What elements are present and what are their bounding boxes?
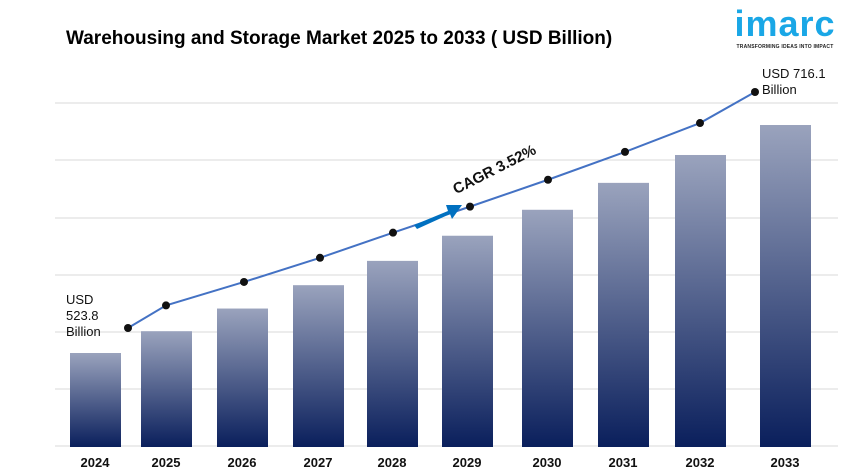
cagr-arrow-icon: [414, 205, 462, 229]
trend-point: [124, 324, 132, 332]
logo-tagline: TRANSFORMING IDEAS INTO IMPACT: [736, 44, 834, 50]
trend-point: [696, 119, 704, 128]
start-label-line: USD: [66, 292, 94, 307]
trend-point: [389, 228, 397, 237]
trend-point: [544, 175, 552, 184]
trend-point: [316, 253, 324, 262]
x-tick-label: 2033: [771, 455, 800, 470]
end-value-label: USD 716.1 Billion: [762, 66, 826, 98]
trend-point: [751, 88, 759, 96]
end-label-line: Billion: [762, 82, 797, 97]
x-tick-label: 2032: [686, 455, 715, 470]
start-label-line: Billion: [66, 324, 101, 339]
x-tick-label: 2026: [228, 455, 257, 470]
bar-2031: [598, 182, 649, 447]
start-label-line: 523.8: [66, 308, 99, 323]
bar-2030: [522, 209, 573, 447]
chart-title: Warehousing and Storage Market 2025 to 2…: [66, 28, 613, 49]
x-tick-label: 2029: [453, 455, 482, 470]
logo-word: imarc: [734, 3, 836, 44]
x-tick-label: 2024: [81, 455, 111, 470]
trend-point: [466, 202, 474, 211]
bar-2029: [442, 235, 493, 447]
bar-2024: [70, 353, 121, 447]
x-tick-label: 2031: [609, 455, 638, 470]
bar-2027: [293, 285, 344, 447]
bar-2033: [760, 125, 811, 447]
imarc-logo: imarc TRANSFORMING IDEAS INTO IMPACT: [731, 3, 839, 51]
bar-2028: [367, 260, 418, 447]
x-tick-label: 2025: [152, 455, 181, 470]
x-tick-label: 2027: [304, 455, 333, 470]
start-value-label: USD 523.8 Billion: [66, 292, 101, 340]
x-tick-label: 2028: [378, 455, 407, 470]
bar-2032: [675, 154, 726, 447]
trend-point: [240, 277, 248, 286]
trend-point: [162, 301, 170, 310]
trend-point: [621, 147, 629, 156]
end-label-line: USD 716.1: [762, 66, 826, 81]
trend-line: [127, 91, 756, 329]
x-tick-label: 2030: [533, 455, 562, 470]
bar-2025: [141, 331, 192, 447]
bar-2026: [217, 308, 268, 447]
